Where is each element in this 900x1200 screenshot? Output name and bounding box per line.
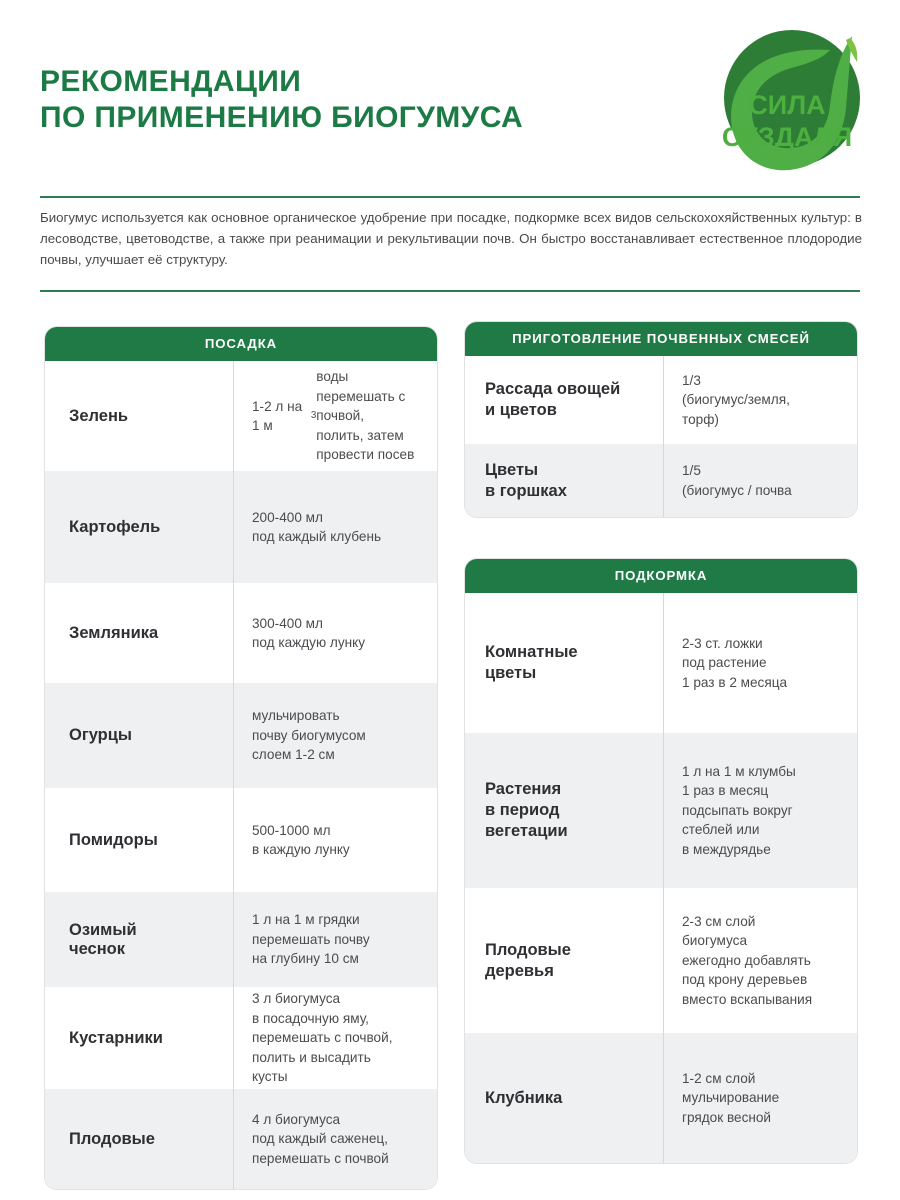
row-value: 2-3 см слой биогумуса ежегодно добавлять по… [663,888,857,1033]
table-row: Цветы в горшках 1/5 (биогумус / почва [465,444,857,517]
table-row: Помидоры 500-1000 мл в каждую лунку [45,788,437,892]
row-label: Зелень [69,406,129,425]
row-label: Картофель [69,517,161,536]
card-feeding-body: Комнатные цветы 2-3 ст. ложки под растение… [465,593,857,1163]
row-value: 3 л биогумуса в посадочную яму, перемешать… [233,987,437,1089]
table-row: Рассада овощей и цветов 1/3 (биогумус/земл… [465,356,857,444]
row-label: Растения в период вегетации [485,780,568,840]
row-value: 1 л на 1 м грядки перемешать почву на глуб… [233,892,437,987]
logo-leaf-shape [731,36,852,171]
row-value: 1/3 (биогумус/земля, торф) [663,356,857,444]
card-soil-mixtures-heading: ПРИГОТОВЛЕНИЕ ПОЧВЕННЫХ СМЕСЕЙ [465,322,857,356]
row-value: 1-2 см слой мульчирование грядок весной [663,1033,857,1163]
row-label: Плодовые деревья [485,940,571,980]
logo-text-line2: СУЗДАЛЯ [722,122,852,152]
row-label: Помидоры [69,830,158,849]
card-soil-mixtures: ПРИГОТОВЛЕНИЕ ПОЧВЕННЫХ СМЕСЕЙ Рассада о… [465,322,857,517]
table-row: Картофель 200-400 мл под каждый клубень [45,471,437,583]
table-row: Кустарники 3 л биогумуса в посадочную яму,… [45,987,437,1089]
page-header: РЕКОМЕНДАЦИИ ПО ПРИМЕНЕНИЮ БИОГУМУСА СИЛ… [0,0,900,185]
row-label: Комнатные цветы [485,643,578,682]
row-label: Озимый чеснок [69,920,137,958]
card-planting-heading: ПОСАДКА [45,327,437,361]
row-value: 2-3 ст. ложки под растение 1 раз в 2 месяц… [663,593,857,733]
row-value: 500-1000 мл в каждую лунку [233,788,437,892]
row-value: 4 л биогумуса под каждый саженец, перемеша… [233,1089,437,1189]
row-value: 1/5 (биогумус / почва [663,444,857,517]
table-row: Плодовые деревья 2-3 см слой биогумуса ежег… [465,888,857,1033]
logo-leaf-tip-shape [846,38,858,62]
row-value: 1 л на 1 м клумбы 1 раз в месяц подсыпать … [663,733,857,888]
table-row: Клубника 1-2 см слой мульчирование грядок в… [465,1033,857,1163]
table-row: Огурцы мульчировать почву биогумусом слоем … [45,683,437,788]
card-feeding: ПОДКОРМКА Комнатные цветы 2-3 ст. ложки по… [465,559,857,1163]
row-label: Цветы в горшках [485,460,567,500]
row-value: 200-400 мл под каждый клубень [233,471,437,583]
brand-logo: СИЛА СУЗДАЛЯ [700,22,875,182]
table-row: Растения в период вегетации 1 л на 1 м кл… [465,733,857,888]
divider-line-top [40,196,860,198]
table-row: Озимый чеснок 1 л на 1 м грядки перемешать… [45,892,437,987]
row-label: Земляника [69,623,159,642]
intro-paragraph: Биогумус используется как основное орган… [40,210,862,267]
row-label: Плодовые [69,1129,155,1148]
row-value: мульчировать почву биогумусом слоем 1-2 см [233,683,437,788]
page-title: РЕКОМЕНДАЦИИ ПО ПРИМЕНЕНИЮ БИОГУМУСА [40,65,524,134]
row-label: Рассада овощей и цветов [485,380,621,419]
table-row: Земляника 300-400 мл под каждую лунку [45,583,437,683]
divider-line-bottom [40,290,860,292]
row-label: Кустарники [69,1028,163,1047]
row-label: Огурцы [69,726,132,744]
table-row: Комнатные цветы 2-3 ст. ложки под растение… [465,593,857,733]
logo-text-line1: СИЛА [748,90,825,120]
card-soil-mixtures-body: Рассада овощей и цветов 1/3 (биогумус/земл… [465,356,857,517]
card-feeding-heading: ПОДКОРМКА [465,559,857,593]
row-label: Клубника [485,1088,563,1107]
table-row: Плодовые 4 л биогумуса под каждый саженец,… [45,1089,437,1189]
row-value: 300-400 мл под каждую лунку [233,583,437,683]
